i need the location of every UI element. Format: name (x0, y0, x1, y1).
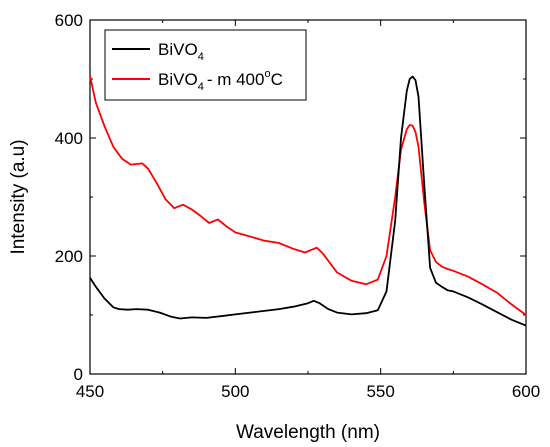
y-tick-label: 200 (55, 247, 83, 266)
series-layer (89, 75, 527, 327)
legend-label-bivo4: BiVO4 (158, 40, 204, 63)
y-tick-label: 0 (74, 365, 83, 384)
x-tick-label: 550 (366, 382, 394, 401)
series-line-bivo4-m400 (89, 75, 527, 316)
axis-ticks: 450 500 550 600 0 200 400 600 (55, 11, 541, 401)
x-axis-label: Wavelength (nm) (236, 422, 380, 443)
legend-label-m400-degree: o (264, 68, 270, 80)
legend-label-bivo4-sub: 4 (198, 51, 204, 63)
legend-label-m400-sub: 4 (198, 81, 204, 93)
legend: BiVO4 BiVO4- m 400oC (104, 29, 307, 101)
series-line-bivo4 (89, 75, 527, 327)
legend-box (104, 29, 307, 101)
y-tick-label: 400 (55, 129, 83, 148)
legend-label-m400-unit: C (271, 70, 283, 89)
legend-label-m400-suffix: - m 400 (207, 70, 265, 89)
x-tick-label: 450 (76, 382, 104, 401)
y-axis-label: Intensity (a.u) (8, 139, 29, 254)
legend-label-bivo4-base: BiVO (158, 40, 198, 59)
legend-label-m400-base: BiVO (158, 70, 198, 89)
x-tick-label: 600 (512, 382, 540, 401)
x-tick-label: 500 (221, 382, 249, 401)
legend-label-bivo4-m400: BiVO4- m 400oC (158, 68, 283, 93)
y-tick-label: 600 (55, 11, 83, 30)
